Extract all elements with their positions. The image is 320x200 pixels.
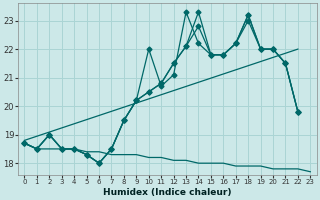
X-axis label: Humidex (Indice chaleur): Humidex (Indice chaleur) <box>103 188 232 197</box>
